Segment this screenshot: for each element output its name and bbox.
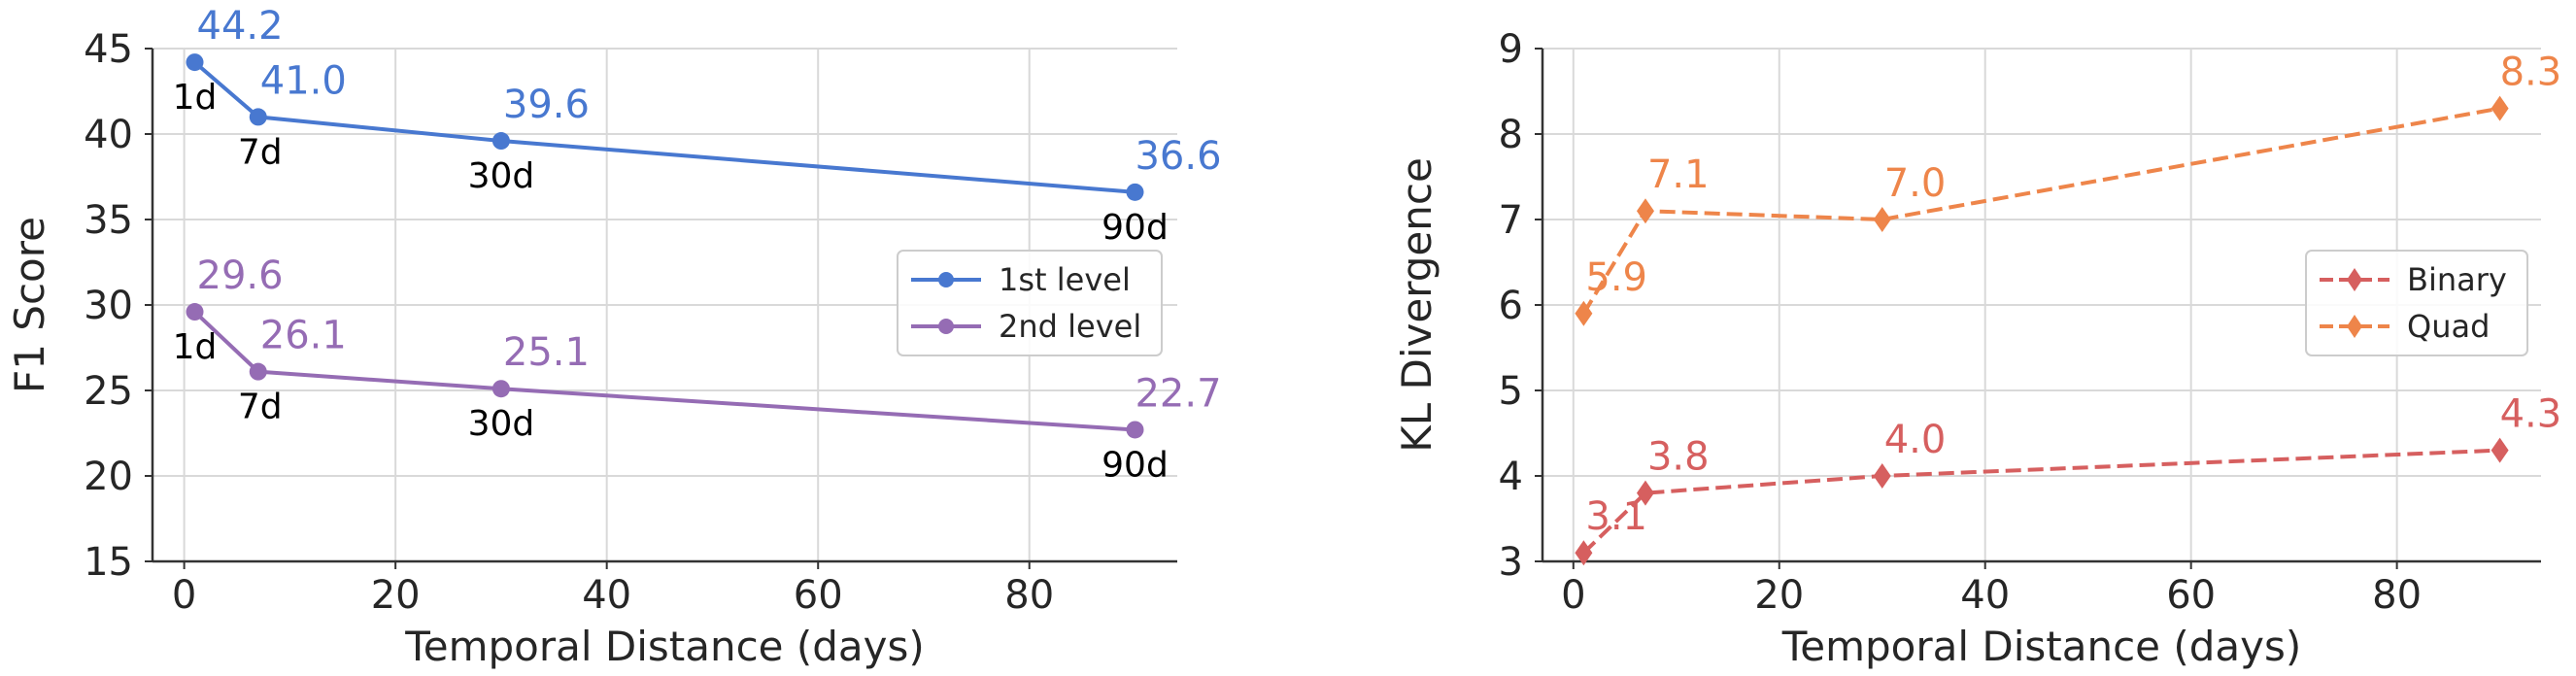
y-tick-label: 7 — [1499, 198, 1523, 243]
data-value-label: 7.1 — [1647, 152, 1710, 197]
data-value-label: 4.3 — [2500, 392, 2562, 437]
chart-kl-divergence: 3 4 5 6 7 8 9 0 20 40 60 80 Temporal Distance (days)… — [1393, 27, 2562, 670]
point-label: 30d — [468, 156, 535, 196]
y-tick-label: 40 — [84, 113, 133, 157]
y-axis-title: KL Divergence — [1393, 157, 1441, 453]
legend-label: 1st level — [999, 261, 1131, 298]
legend-label: Quad — [2407, 308, 2490, 345]
x-tick-label: 80 — [2372, 573, 2422, 618]
x-tick-label: 80 — [1004, 573, 1054, 618]
point-label: 30d — [468, 404, 535, 444]
data-point — [1636, 480, 1654, 506]
x-tick-label: 20 — [1754, 573, 1804, 618]
data-value-label: 22.7 — [1135, 371, 1221, 416]
point-label: 7d — [238, 132, 283, 172]
data-point — [491, 380, 510, 398]
y-tick-label: 9 — [1499, 27, 1523, 72]
y-tick-label: 25 — [84, 369, 133, 414]
y-tick-label: 15 — [84, 540, 133, 585]
series-line-1 — [193, 60, 1135, 194]
series-line-2 — [1581, 106, 2500, 315]
y-tick-label: 5 — [1499, 369, 1523, 414]
data-value-label: 4.0 — [1884, 418, 1947, 462]
legend-marker — [2347, 315, 2362, 338]
data-point — [249, 108, 267, 126]
y-tick-label: 8 — [1499, 113, 1523, 157]
data-point — [491, 132, 510, 151]
y-axis-title: F1 Score — [6, 217, 53, 393]
legend-marker — [938, 319, 954, 334]
y-tick-label: 3 — [1499, 540, 1523, 585]
point-label: 90d — [1102, 445, 1169, 485]
legend-label: 2nd level — [999, 308, 1141, 345]
y-tick-label: 20 — [84, 455, 133, 499]
legend-box — [2305, 250, 2528, 356]
x-tick-label: 20 — [371, 573, 421, 618]
data-point — [249, 362, 267, 381]
data-point — [1126, 421, 1144, 439]
data-value-label: 41.0 — [260, 58, 347, 103]
data-point — [1873, 207, 1891, 232]
y-tick-label: 30 — [84, 284, 133, 328]
x-tick-label: 40 — [1960, 573, 2010, 618]
data-value-label: 5.9 — [1585, 255, 1647, 300]
data-point — [1126, 183, 1144, 201]
data-point — [1636, 198, 1654, 224]
data-value-label: 25.1 — [503, 330, 590, 375]
point-label: 1d — [173, 327, 218, 367]
data-value-label: 8.3 — [2500, 51, 2562, 95]
data-point — [186, 53, 204, 72]
data-point — [1575, 300, 1593, 326]
x-tick-label: 60 — [794, 573, 843, 618]
data-point — [2491, 95, 2509, 121]
data-value-label: 29.6 — [197, 254, 284, 298]
data-point — [2491, 437, 2509, 463]
legend-marker — [938, 272, 954, 287]
data-value-label: 7.0 — [1884, 161, 1947, 206]
data-point — [1575, 540, 1593, 566]
legend-marker — [2347, 268, 2362, 291]
y-tick-label: 6 — [1499, 284, 1523, 328]
x-tick-label: 60 — [2166, 573, 2216, 618]
y-tick-label: 45 — [84, 27, 133, 72]
data-value-label: 3.1 — [1585, 494, 1647, 539]
data-point — [186, 303, 204, 321]
data-value-label: 26.1 — [260, 314, 347, 358]
x-tick-label: 0 — [1561, 573, 1585, 618]
y-tick-label: 35 — [84, 198, 133, 243]
data-value-label: 36.6 — [1135, 134, 1221, 179]
x-axis-title: Temporal Distance (days) — [1781, 623, 2302, 670]
data-value-label: 3.8 — [1647, 435, 1710, 480]
data-value-label: 39.6 — [503, 83, 590, 127]
point-label: 7d — [238, 388, 283, 427]
data-value-label: 44.2 — [197, 4, 284, 49]
x-axis-title: Temporal Distance (days) — [404, 623, 925, 670]
y-tick-label: 4 — [1499, 455, 1523, 499]
series-line-1 — [1582, 448, 2500, 555]
point-label: 90d — [1102, 208, 1169, 248]
x-tick-label: 0 — [172, 573, 196, 618]
data-point — [1873, 463, 1891, 489]
point-label: 1d — [173, 78, 218, 118]
legend-box — [897, 250, 1163, 356]
chart-f1-score: 15 20 25 30 35 40 45 0 20 40 60 80 Temporal Distance… — [6, 4, 1222, 670]
series-line-2 — [193, 310, 1135, 432]
x-tick-label: 40 — [582, 573, 631, 618]
legend-label: Binary — [2407, 261, 2507, 298]
